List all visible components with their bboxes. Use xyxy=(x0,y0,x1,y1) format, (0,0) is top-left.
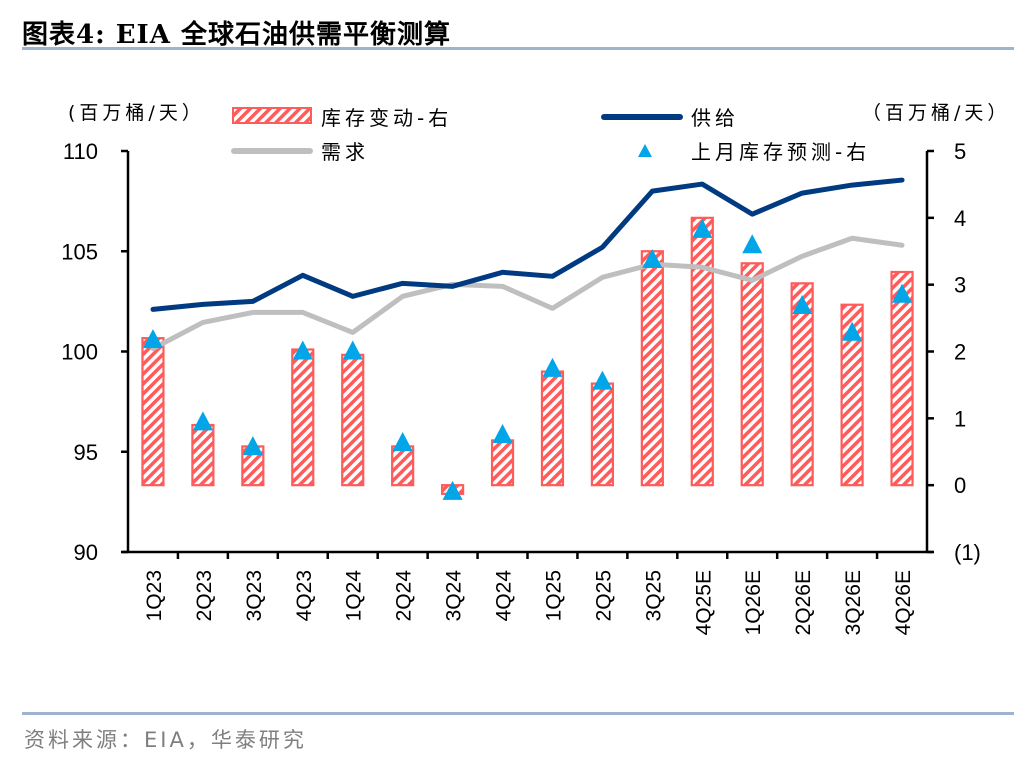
chart-svg: 90 95 100 105 110 (1) 0 1 2 3 4 5 1Q23 2Q23 3Q23 4Q23 1Q… xyxy=(61,102,1010,635)
x-axis-category-label: 3Q25 xyxy=(642,570,665,621)
right-axis-tick-label: 0 xyxy=(954,473,966,498)
x-axis-category-label: 3Q26E xyxy=(842,570,865,635)
x-axis-category-label: 2Q26E xyxy=(792,570,815,635)
legend-item-forecast: 上月库存预测-右 xyxy=(638,140,870,164)
inventory-bar-1q23 xyxy=(141,337,165,487)
left-axis-tick-label: 90 xyxy=(74,540,98,565)
x-axis-category-label: 1Q23 xyxy=(143,570,166,621)
legend-swatch-bar xyxy=(232,107,312,124)
forecast-marker-4q23 xyxy=(292,340,313,360)
x-axis-category-label: 4Q26E xyxy=(892,570,915,635)
inventory-bar-1q24 xyxy=(341,353,365,487)
demand-line xyxy=(150,235,905,351)
lines xyxy=(150,177,905,351)
x-axis-category-label: 1Q24 xyxy=(343,570,366,622)
inventory-bar-3q26e xyxy=(840,303,864,487)
forecast-marker-3q24 xyxy=(442,480,463,500)
forecast-marker-2q23 xyxy=(192,411,213,431)
forecast-marker-1q25 xyxy=(542,357,563,377)
legend-label-demand: 需求 xyxy=(321,140,369,164)
inventory-bar-1q25 xyxy=(540,370,565,487)
legend-label-inventory: 库存变动-右 xyxy=(321,106,452,130)
legend-item-inventory: 库存变动-右 xyxy=(232,106,452,130)
right-axis-tick-label: (1) xyxy=(954,540,981,565)
inventory-bar-4q25e xyxy=(690,216,714,487)
right-axis-tick-label: 2 xyxy=(954,340,966,365)
inventory-bar-2q24 xyxy=(391,445,415,487)
x-axis-category-label: 1Q26E xyxy=(742,570,765,635)
right-axis-tick-label: 1 xyxy=(954,406,966,431)
inventory-bar-2q25 xyxy=(590,382,615,487)
legend-item-demand: 需求 xyxy=(231,140,369,164)
legend: 库存变动-右 供给 需求 上月库存预测-右 xyxy=(231,106,870,164)
forecast-marker-3q26e xyxy=(842,321,863,341)
x-axis-category-label: 2Q25 xyxy=(592,570,615,621)
inventory-bar-3q25 xyxy=(640,250,664,487)
x-axis-category-label: 1Q25 xyxy=(542,570,565,621)
inventory-bar-4q26e xyxy=(890,270,914,487)
forecast-marker-4q25e xyxy=(692,218,713,238)
title-divider xyxy=(22,47,1014,50)
left-axis-tick-label: 105 xyxy=(61,239,98,264)
source-note: 资料来源：EIA，华泰研究 xyxy=(24,728,307,752)
right-axis-tick-label: 4 xyxy=(954,206,966,231)
right-axis-tick-label: 5 xyxy=(954,139,966,164)
forecast-marker-4q26e xyxy=(892,283,913,303)
forecast-marker-1q23 xyxy=(142,329,163,349)
forecast-marker-2q24 xyxy=(392,432,413,452)
forecast-marker-3q23 xyxy=(242,436,263,456)
inventory-bar-2q23 xyxy=(191,423,215,487)
x-axis-category-label: 4Q23 xyxy=(293,570,316,621)
axes: 90 95 100 105 110 (1) 0 1 2 3 4 5 1Q23 2Q23 3Q23 4Q23 1Q… xyxy=(61,139,981,635)
forecast-markers xyxy=(142,218,913,500)
x-axis-category-label: 2Q24 xyxy=(393,570,416,622)
legend-swatch-triangle xyxy=(638,144,652,157)
x-axis-category-label: 3Q23 xyxy=(243,570,266,621)
supply-line xyxy=(150,177,905,312)
forecast-marker-1q26e xyxy=(742,234,763,254)
left-axis-tick-label: 100 xyxy=(61,340,98,365)
forecast-marker-2q26e xyxy=(792,295,813,315)
x-axis-category-label: 4Q25E xyxy=(692,570,715,635)
forecast-marker-1q24 xyxy=(342,340,363,360)
left-axis-unit-label: (百万桶/天） xyxy=(68,102,205,124)
x-axis-category-label: 4Q24 xyxy=(493,570,516,622)
inventory-bar-2q26e xyxy=(790,282,814,487)
left-axis-tick-label: 110 xyxy=(63,139,98,164)
right-axis-tick-label: 3 xyxy=(954,273,966,298)
legend-label-supply: 供给 xyxy=(691,106,739,130)
legend-label-forecast: 上月库存预测-右 xyxy=(691,140,870,164)
legend-item-supply: 供给 xyxy=(601,106,739,130)
inventory-bar-4q24 xyxy=(490,439,515,487)
footer-divider xyxy=(22,712,1014,715)
inventory-bar-4q23 xyxy=(291,348,315,487)
chart-title: 图表4: EIA 全球石油供需平衡测算 xyxy=(22,20,451,50)
forecast-marker-4q24 xyxy=(492,424,513,444)
forecast-marker-3q25 xyxy=(642,248,663,268)
left-axis-tick-label: 95 xyxy=(74,440,98,465)
inventory-bar-1q26e xyxy=(740,262,764,487)
right-axis-unit-label: （百万桶/天） xyxy=(862,102,1010,124)
x-axis-category-label: 3Q24 xyxy=(443,570,466,622)
forecast-marker-2q25 xyxy=(592,370,613,390)
x-axis-category-label: 2Q23 xyxy=(193,570,216,621)
